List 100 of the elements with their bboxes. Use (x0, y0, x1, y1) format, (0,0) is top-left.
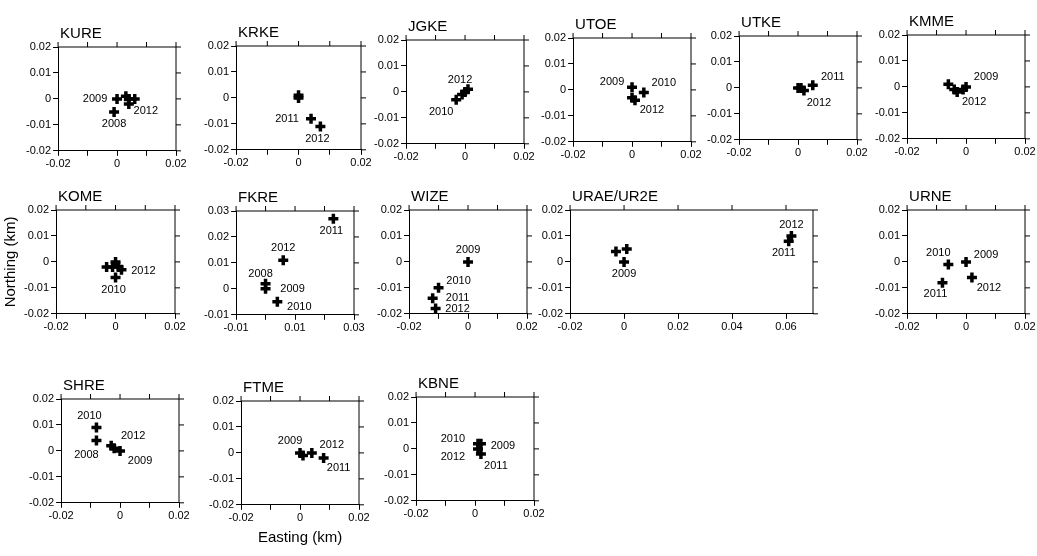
y-tick-label: 0.02 (207, 39, 230, 52)
chart-title: JGKE (408, 16, 448, 34)
x-tick-label: 0.02 (1014, 320, 1036, 333)
annotation: 2012 (305, 132, 330, 145)
y-tick-label: -0.01 (23, 280, 50, 293)
annotation: 2009 (82, 91, 108, 104)
y-tick-label: 0.01 (377, 58, 400, 71)
y-tick-label: 0.03 (207, 204, 230, 217)
x-tick-label: 0 (962, 145, 970, 158)
y-tick-label: -0.01 (208, 471, 235, 484)
y-tick-label: -0.02 (208, 497, 235, 510)
annotation: 2009 (490, 438, 516, 451)
y-tick-label: -0.02 (540, 134, 567, 147)
y-tick-label: -0.02 (706, 132, 733, 145)
x-tick-label: 0.02 (348, 511, 370, 524)
x-tick-label: -0.02 (403, 507, 429, 520)
annotation: 2011 (275, 111, 299, 124)
chart-title: KRKE (238, 22, 279, 40)
y-tick-label: 0 (556, 254, 564, 267)
annotation: 2012 (319, 437, 345, 450)
x-tick-label: 0.01 (284, 321, 306, 334)
annotation: 2011 (484, 459, 508, 472)
chart-title: KMME (909, 11, 955, 29)
y-tick-label: 0.02 (27, 203, 50, 216)
y-tick-label: -0.02 (23, 306, 50, 319)
chart-title: KOME (58, 186, 103, 204)
annotation: 2011 (319, 223, 344, 236)
y-tick-label: 0.01 (387, 415, 410, 428)
x-tick-label: 0.02 (680, 148, 702, 161)
y-tick-label: -0.01 (203, 116, 230, 129)
y-tick-label: 0.01 (541, 228, 564, 241)
y-tick-label: 0 (392, 84, 400, 97)
y-tick-label: 0 (227, 445, 235, 458)
annotation: 2010 (651, 75, 677, 88)
x-tick-label: 0.02 (350, 156, 372, 169)
annotation: 2009 (973, 247, 999, 260)
y-tick-label: 0 (222, 281, 230, 294)
y-tick-label: 0.02 (387, 390, 410, 403)
x-tick-label: 0.02 (523, 507, 545, 520)
y-tick-label: 0.01 (212, 419, 235, 432)
y-tick-label: -0.02 (874, 306, 901, 319)
chart-title: KBNE (418, 373, 459, 391)
chart-title: KURE (60, 23, 102, 41)
y-tick-label: -0.01 (383, 467, 410, 480)
y-tick-label: -0.02 (537, 306, 564, 319)
y-tick-label: -0.02 (376, 306, 403, 319)
x-tick-label: 0 (464, 320, 472, 333)
annotation: 2012 (133, 104, 159, 117)
y-tick-label: -0.01 (706, 106, 733, 119)
annotation: 2008 (74, 447, 99, 460)
y-tick-label: 0.02 (380, 203, 403, 216)
x-tick-label: 0.06 (775, 320, 797, 333)
annotation: 2009 (127, 453, 153, 466)
y-tick-label: 0 (222, 90, 230, 103)
chart-title: UTOE (575, 14, 617, 32)
annotation: 2012 (131, 263, 156, 276)
annotation: 2009 (611, 266, 637, 279)
y-tick-label: 0.02 (29, 40, 52, 53)
y-tick-label: -0.01 (28, 469, 55, 482)
annotation: 2011 (820, 70, 845, 83)
annotation: 2008 (248, 266, 273, 279)
y-tick-label: 0.01 (544, 56, 567, 69)
chart-title: URNE (909, 186, 952, 204)
y-tick-label: 0.02 (377, 33, 400, 46)
y-tick-label: 0.01 (27, 228, 50, 241)
annotation: 2011 (445, 291, 470, 304)
y-tick-label: 0.01 (878, 228, 901, 241)
chart-title: FKRE (238, 187, 279, 205)
y-tick-label: 0.01 (878, 53, 901, 66)
x-tick-label: 0.03 (343, 321, 365, 334)
chart-title: SHRE (63, 375, 105, 393)
y-tick-label: 0.01 (29, 65, 52, 78)
annotation: 2012 (440, 449, 466, 462)
y-tick-label: 0.02 (544, 31, 567, 44)
x-tick-label: 0 (628, 148, 636, 161)
annotation: 2012 (445, 301, 470, 314)
annotation: 2008 (101, 116, 127, 129)
chart-title: FTME (243, 377, 284, 395)
y-axis-title: Northing (km) (1, 216, 19, 308)
y-tick-label: -0.01 (874, 280, 901, 293)
annotation: 2010 (440, 431, 466, 444)
y-tick-label: 0.01 (380, 228, 403, 241)
y-tick-label: -0.01 (373, 110, 400, 123)
annotation: 2012 (639, 103, 665, 116)
x-axis-title: Easting (km) (257, 528, 343, 546)
y-tick-label: 0 (395, 254, 403, 267)
y-tick-label: 0 (893, 79, 901, 92)
y-tick-label: 0.01 (207, 64, 230, 77)
y-tick-label: 0.01 (710, 54, 733, 67)
x-tick-label: 0 (116, 509, 124, 522)
annotation: 2011 (326, 461, 351, 474)
x-tick-label: 0 (620, 320, 628, 333)
y-tick-label: 0 (559, 82, 567, 95)
annotation: 2009 (973, 69, 999, 82)
y-tick-label: -0.02 (373, 136, 400, 149)
chart-title: URAE/UR2E (572, 186, 658, 204)
y-tick-label: 0.02 (207, 229, 230, 242)
y-tick-label: 0.02 (541, 203, 564, 216)
x-tick-label: 0 (112, 320, 119, 333)
x-tick-label: 0 (962, 320, 970, 333)
